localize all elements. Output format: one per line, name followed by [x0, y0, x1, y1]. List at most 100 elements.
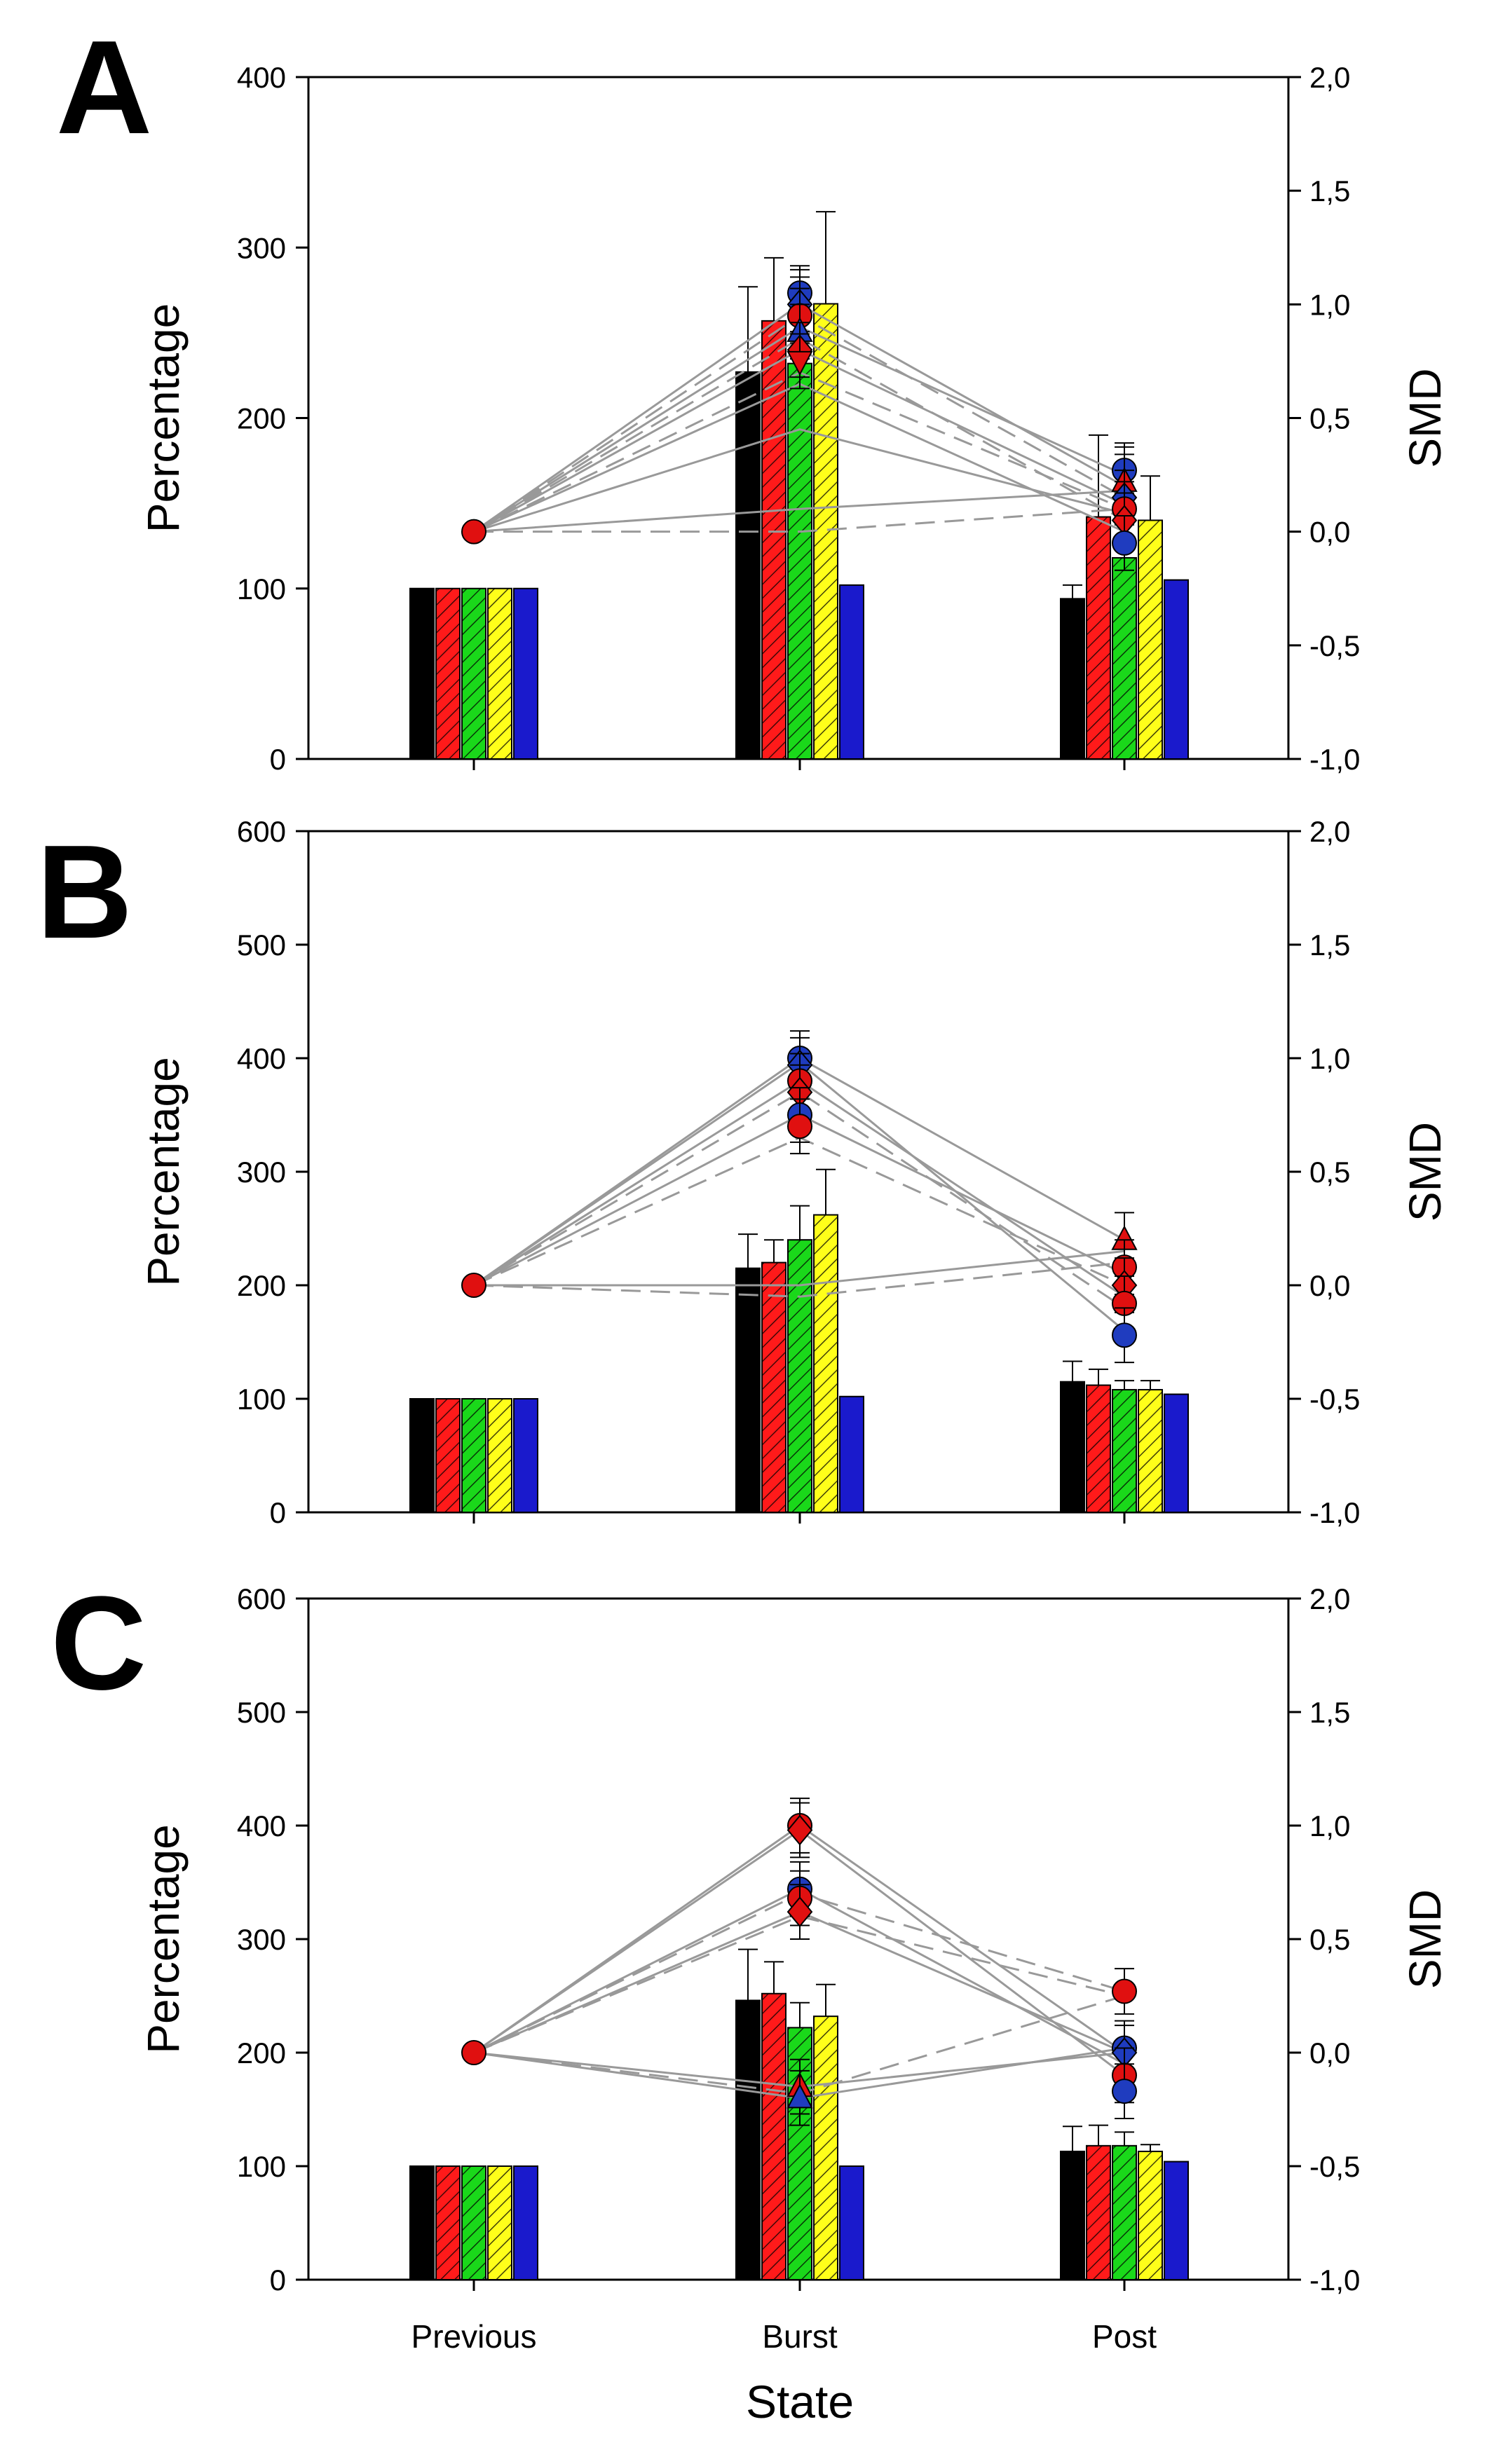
panel-b: 0 100 200 300 400 500 600 -1,0 -0,5 0,0 0,5 1,0 1,5 2… [36, 815, 1450, 1529]
right-tick-label-b-3: 0,5 [1309, 1156, 1350, 1189]
left-tick-label-b-5: 500 [237, 929, 286, 961]
bar-hatch-c-green-2 [1112, 2145, 1136, 2280]
bar-hatch-a-green-1 [788, 363, 812, 759]
bar-hatch-a-yellow-1 [814, 303, 838, 760]
left-tick-label-b-6: 600 [237, 815, 286, 848]
smd-line-b-5 [473, 1090, 1125, 1309]
right-tick-label-c-6: 2,0 [1309, 1582, 1350, 1615]
left-tick-label-c-2: 200 [237, 2037, 286, 2069]
right-tick-label-a-6: 2,0 [1309, 61, 1350, 94]
bar-hatch-c-red-2 [1087, 2145, 1110, 2280]
bar-b-black-1 [735, 1267, 761, 1513]
bar-b-blue-0 [513, 1398, 538, 1513]
left-tick-label-a-0: 0 [270, 743, 286, 776]
right-tick-label-a-0: -1,0 [1309, 743, 1360, 776]
bar-a-black-0 [409, 587, 435, 760]
left-tick-label-b-2: 200 [237, 1269, 286, 1302]
right-tick-label-a-2: 0,0 [1309, 516, 1350, 549]
bar-hatch-c-red-0 [436, 2166, 460, 2280]
panel-a: 0 100 200 300 400 -1,0 -0,5 0,0 0,5 1,0 1,5 2,0 Perc… [56, 13, 1450, 776]
right-tick-label-b-2: 0,0 [1309, 1269, 1350, 1302]
panel-letter-c: C [50, 1569, 147, 1718]
left-axis-title-a: Percentage [138, 303, 189, 533]
smd-marker-a-12 [1112, 530, 1137, 556]
left-tick-label-c-0: 0 [270, 2264, 286, 2297]
bar-hatch-c-red-1 [762, 1993, 786, 2280]
smd-marker-b-0 [461, 1273, 486, 1298]
left-axis-title-b: Percentage [138, 1057, 189, 1286]
right-tick-label-b-6: 2,0 [1309, 815, 1350, 848]
panel-letter-b: B [36, 818, 132, 966]
right-tick-label-b-4: 1,0 [1309, 1042, 1350, 1075]
right-tick-label-b-0: -1,0 [1309, 1496, 1360, 1529]
right-tick-label-c-0: -1,0 [1309, 2264, 1360, 2297]
bar-a-black-1 [735, 371, 761, 760]
bar-b-black-2 [1060, 1381, 1085, 1513]
bar-hatch-b-yellow-2 [1138, 1390, 1162, 1512]
left-tick-label-a-3: 300 [237, 231, 286, 264]
bar-c-blue-2 [1164, 2161, 1189, 2281]
bar-hatch-b-yellow-0 [488, 1399, 512, 1512]
right-tick-label-a-5: 1,5 [1309, 174, 1350, 207]
smd-marker-c-5 [787, 1896, 813, 1928]
left-tick-label-b-4: 400 [237, 1042, 286, 1075]
left-axis-title-c: Percentage [138, 1824, 189, 2053]
right-tick-label-c-2: 0,0 [1309, 2037, 1350, 2069]
panel-c: 0 100 200 300 400 500 600 -1,0 -0,5 0,0 0,5 1,0 1,5 2… [50, 1569, 1450, 2297]
bar-hatch-a-green-2 [1112, 557, 1136, 759]
left-tick-label-b-3: 300 [237, 1156, 286, 1189]
bar-c-black-2 [1060, 2150, 1085, 2280]
bar-hatch-b-red-0 [436, 1399, 460, 1512]
left-tick-label-c-5: 500 [237, 1696, 286, 1729]
left-tick-label-c-4: 400 [237, 1809, 286, 1842]
smd-marker-a-6 [787, 350, 813, 376]
category-label-previous: Previous [411, 2318, 537, 2355]
bar-a-blue-2 [1164, 579, 1189, 760]
right-tick-label-c-4: 1,0 [1309, 1809, 1350, 1842]
right-tick-label-a-3: 0,5 [1309, 402, 1350, 435]
bar-c-black-0 [409, 2165, 435, 2280]
smd-line-a-7 [473, 337, 1125, 533]
panel-letter-a: A [56, 13, 152, 162]
bar-c-blue-1 [839, 2165, 864, 2280]
bar-b-blue-1 [839, 1395, 864, 1514]
smd-line-a-4 [473, 428, 1125, 533]
smd-line-a-9 [474, 507, 1125, 533]
left-tick-label-a-1: 100 [237, 573, 286, 605]
right-tick-label-c-5: 1,5 [1309, 1696, 1350, 1729]
smd-marker-b-6 [787, 1114, 812, 1139]
right-tick-label-b-5: 1,5 [1309, 929, 1350, 961]
bar-hatch-c-green-0 [462, 2166, 486, 2280]
smd-line-a-5 [473, 489, 1125, 533]
bar-hatch-b-green-0 [462, 1399, 486, 1512]
smd-marker-c-12 [1112, 2079, 1137, 2104]
x-axis-title: State [746, 2376, 854, 2428]
bar-hatch-a-red-1 [762, 320, 786, 759]
bar-b-blue-2 [1164, 1393, 1189, 1514]
right-tick-label-c-1: -0,5 [1309, 2150, 1360, 2183]
bar-hatch-a-yellow-2 [1138, 520, 1162, 759]
right-tick-label-a-4: 1,0 [1309, 288, 1350, 321]
bar-hatch-c-yellow-2 [1138, 2151, 1162, 2280]
left-tick-label-a-2: 200 [237, 402, 286, 435]
right-tick-label-c-3: 0,5 [1309, 1923, 1350, 1956]
bar-hatch-b-yellow-1 [814, 1214, 838, 1512]
smd-marker-b-11 [1112, 1322, 1137, 1348]
left-tick-label-a-4: 400 [237, 61, 286, 94]
bar-hatch-a-red-2 [1087, 516, 1110, 759]
bar-hatch-b-green-2 [1112, 1390, 1136, 1512]
left-tick-label-b-1: 100 [237, 1383, 286, 1416]
right-tick-label-b-1: -0,5 [1309, 1383, 1360, 1416]
bar-hatch-b-green-1 [788, 1240, 812, 1512]
left-tick-label-c-6: 600 [237, 1582, 286, 1615]
bar-a-blue-0 [513, 587, 538, 760]
smd-marker-c-2 [787, 1814, 813, 1846]
left-tick-label-c-1: 100 [237, 2150, 286, 2183]
left-tick-label-b-0: 0 [270, 1496, 286, 1529]
bar-b-black-0 [409, 1398, 435, 1513]
bar-c-blue-0 [513, 2165, 538, 2280]
left-tick-label-c-3: 300 [237, 1923, 286, 1956]
smd-marker-c-0 [461, 2040, 486, 2065]
panels: 0 100 200 300 400 -1,0 -0,5 0,0 0,5 1,0 1,5 2,0 Perc… [36, 13, 1450, 2297]
